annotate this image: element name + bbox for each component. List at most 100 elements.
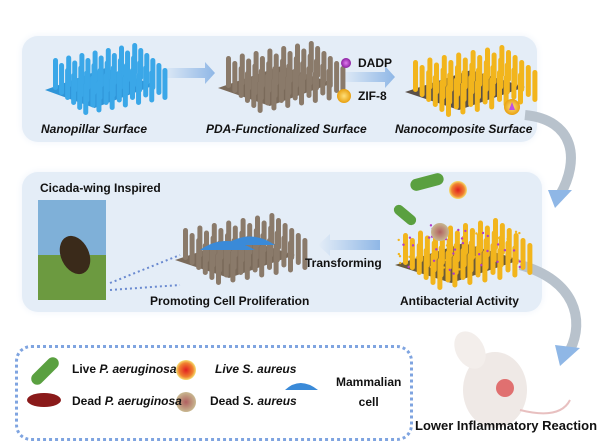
nanopillar bbox=[454, 78, 459, 110]
nanoparticle bbox=[449, 269, 451, 271]
nanopillar bbox=[245, 248, 250, 280]
nanopillar bbox=[117, 71, 122, 103]
nanoparticle bbox=[419, 263, 421, 265]
curved-arrow-2 bbox=[520, 265, 576, 350]
nanopillar bbox=[279, 71, 284, 103]
nanopillar bbox=[320, 64, 325, 96]
nanoparticle bbox=[435, 248, 437, 250]
nanoparticle bbox=[497, 243, 499, 245]
nanoparticle bbox=[412, 244, 414, 246]
nanopillar bbox=[417, 243, 422, 275]
nanopillar bbox=[230, 251, 235, 283]
legend-dead-sa: Dead S. aureus bbox=[210, 394, 297, 408]
nanopillar bbox=[506, 241, 511, 273]
nanoparticle bbox=[486, 250, 488, 252]
nanoparticle bbox=[478, 253, 480, 255]
nanopillar bbox=[532, 70, 537, 102]
nanopillar bbox=[460, 83, 465, 115]
live-pa-bacterium bbox=[409, 172, 445, 192]
nanopillar bbox=[136, 73, 141, 105]
nanopillar bbox=[259, 246, 264, 278]
graphical-abstract: Nanopillar Surface PDA-Functionalized Su… bbox=[0, 0, 600, 444]
nanoparticle bbox=[457, 229, 459, 231]
nanoparticle bbox=[513, 249, 515, 251]
rat-illustration bbox=[448, 326, 570, 428]
antibacterial-surface bbox=[395, 218, 532, 290]
nanoparticle bbox=[433, 260, 435, 262]
nanopillar bbox=[497, 248, 502, 280]
nanopillar bbox=[413, 60, 418, 92]
transforming-label: Transforming bbox=[305, 256, 382, 270]
nanopillar-surface bbox=[45, 43, 167, 115]
nanopillar bbox=[431, 253, 436, 285]
nanopillar bbox=[461, 248, 466, 280]
antibacterial-label: Antibacterial Activity bbox=[400, 294, 519, 308]
nanopillar bbox=[334, 61, 339, 93]
nanoparticle bbox=[482, 232, 484, 234]
nanoparticle bbox=[398, 253, 400, 255]
dadp-icon bbox=[341, 58, 351, 68]
nanopillar bbox=[104, 73, 109, 105]
nanopillar bbox=[83, 83, 88, 115]
nanoparticle bbox=[407, 266, 409, 268]
nanopillar bbox=[403, 233, 408, 265]
nanopillar bbox=[209, 248, 214, 280]
nanoparticle bbox=[398, 239, 400, 241]
nanoparticle bbox=[405, 240, 407, 242]
pda-label: PDA-Functionalized Surface bbox=[206, 122, 367, 136]
nanoparticle bbox=[428, 236, 430, 238]
nanopillar bbox=[313, 71, 318, 103]
nanoparticle bbox=[473, 230, 475, 232]
nanoparticle bbox=[473, 256, 475, 258]
nanopillar bbox=[253, 241, 258, 273]
nanopillar bbox=[526, 65, 531, 97]
nanopillar bbox=[452, 256, 457, 288]
nanopillar bbox=[245, 71, 250, 103]
nanopillar bbox=[77, 78, 82, 110]
nanoparticle bbox=[508, 232, 510, 234]
nanopillar bbox=[483, 73, 488, 105]
nanoparticle bbox=[504, 249, 506, 251]
nanoparticle bbox=[443, 266, 445, 268]
nanopillar bbox=[274, 243, 279, 275]
nanopillar bbox=[130, 68, 135, 100]
nanopillar bbox=[476, 246, 481, 278]
nanopillar bbox=[307, 66, 312, 98]
nanoparticle bbox=[454, 248, 456, 250]
legend-live-sa: Live S. aureus bbox=[215, 362, 296, 376]
nanopillar-label: Nanopillar Surface bbox=[41, 122, 147, 136]
nanopillar bbox=[149, 71, 154, 103]
nanopillar bbox=[424, 248, 429, 280]
legend-mammalian: Mammalian cell bbox=[336, 372, 401, 412]
nanopillar bbox=[239, 66, 244, 98]
nanopillar bbox=[446, 85, 451, 117]
zif8-icon bbox=[337, 89, 351, 103]
nanoparticle bbox=[409, 237, 411, 239]
nanopillar bbox=[468, 75, 473, 107]
nanoparticle bbox=[408, 256, 410, 258]
nanopillar bbox=[143, 66, 148, 98]
nanoparticle bbox=[458, 268, 460, 270]
outcome-label: Lower Inflammatory Reaction bbox=[415, 418, 597, 433]
nanoparticle bbox=[441, 273, 443, 275]
nanoparticle bbox=[462, 242, 464, 244]
nanopillar bbox=[299, 74, 304, 106]
nanopillar bbox=[420, 65, 425, 97]
nanopillar bbox=[226, 56, 231, 88]
nanoparticle bbox=[518, 232, 520, 234]
nanopillar bbox=[183, 228, 188, 260]
nanoparticle bbox=[497, 237, 499, 239]
zif8-label: ZIF-8 bbox=[358, 89, 387, 103]
nanoparticle bbox=[411, 263, 413, 265]
nanoparticle bbox=[515, 231, 517, 233]
nanopillar bbox=[426, 70, 431, 102]
nanopillar bbox=[446, 251, 451, 283]
cicada-label: Cicada-wing Inspired bbox=[40, 181, 161, 195]
nanoparticle bbox=[442, 256, 444, 258]
nanoparticle bbox=[416, 256, 418, 258]
nanoparticle bbox=[464, 230, 466, 232]
nanopillar bbox=[293, 69, 298, 101]
nanoparticle bbox=[430, 266, 432, 268]
nanopillar bbox=[491, 243, 496, 275]
arrow-transforming bbox=[318, 234, 380, 256]
